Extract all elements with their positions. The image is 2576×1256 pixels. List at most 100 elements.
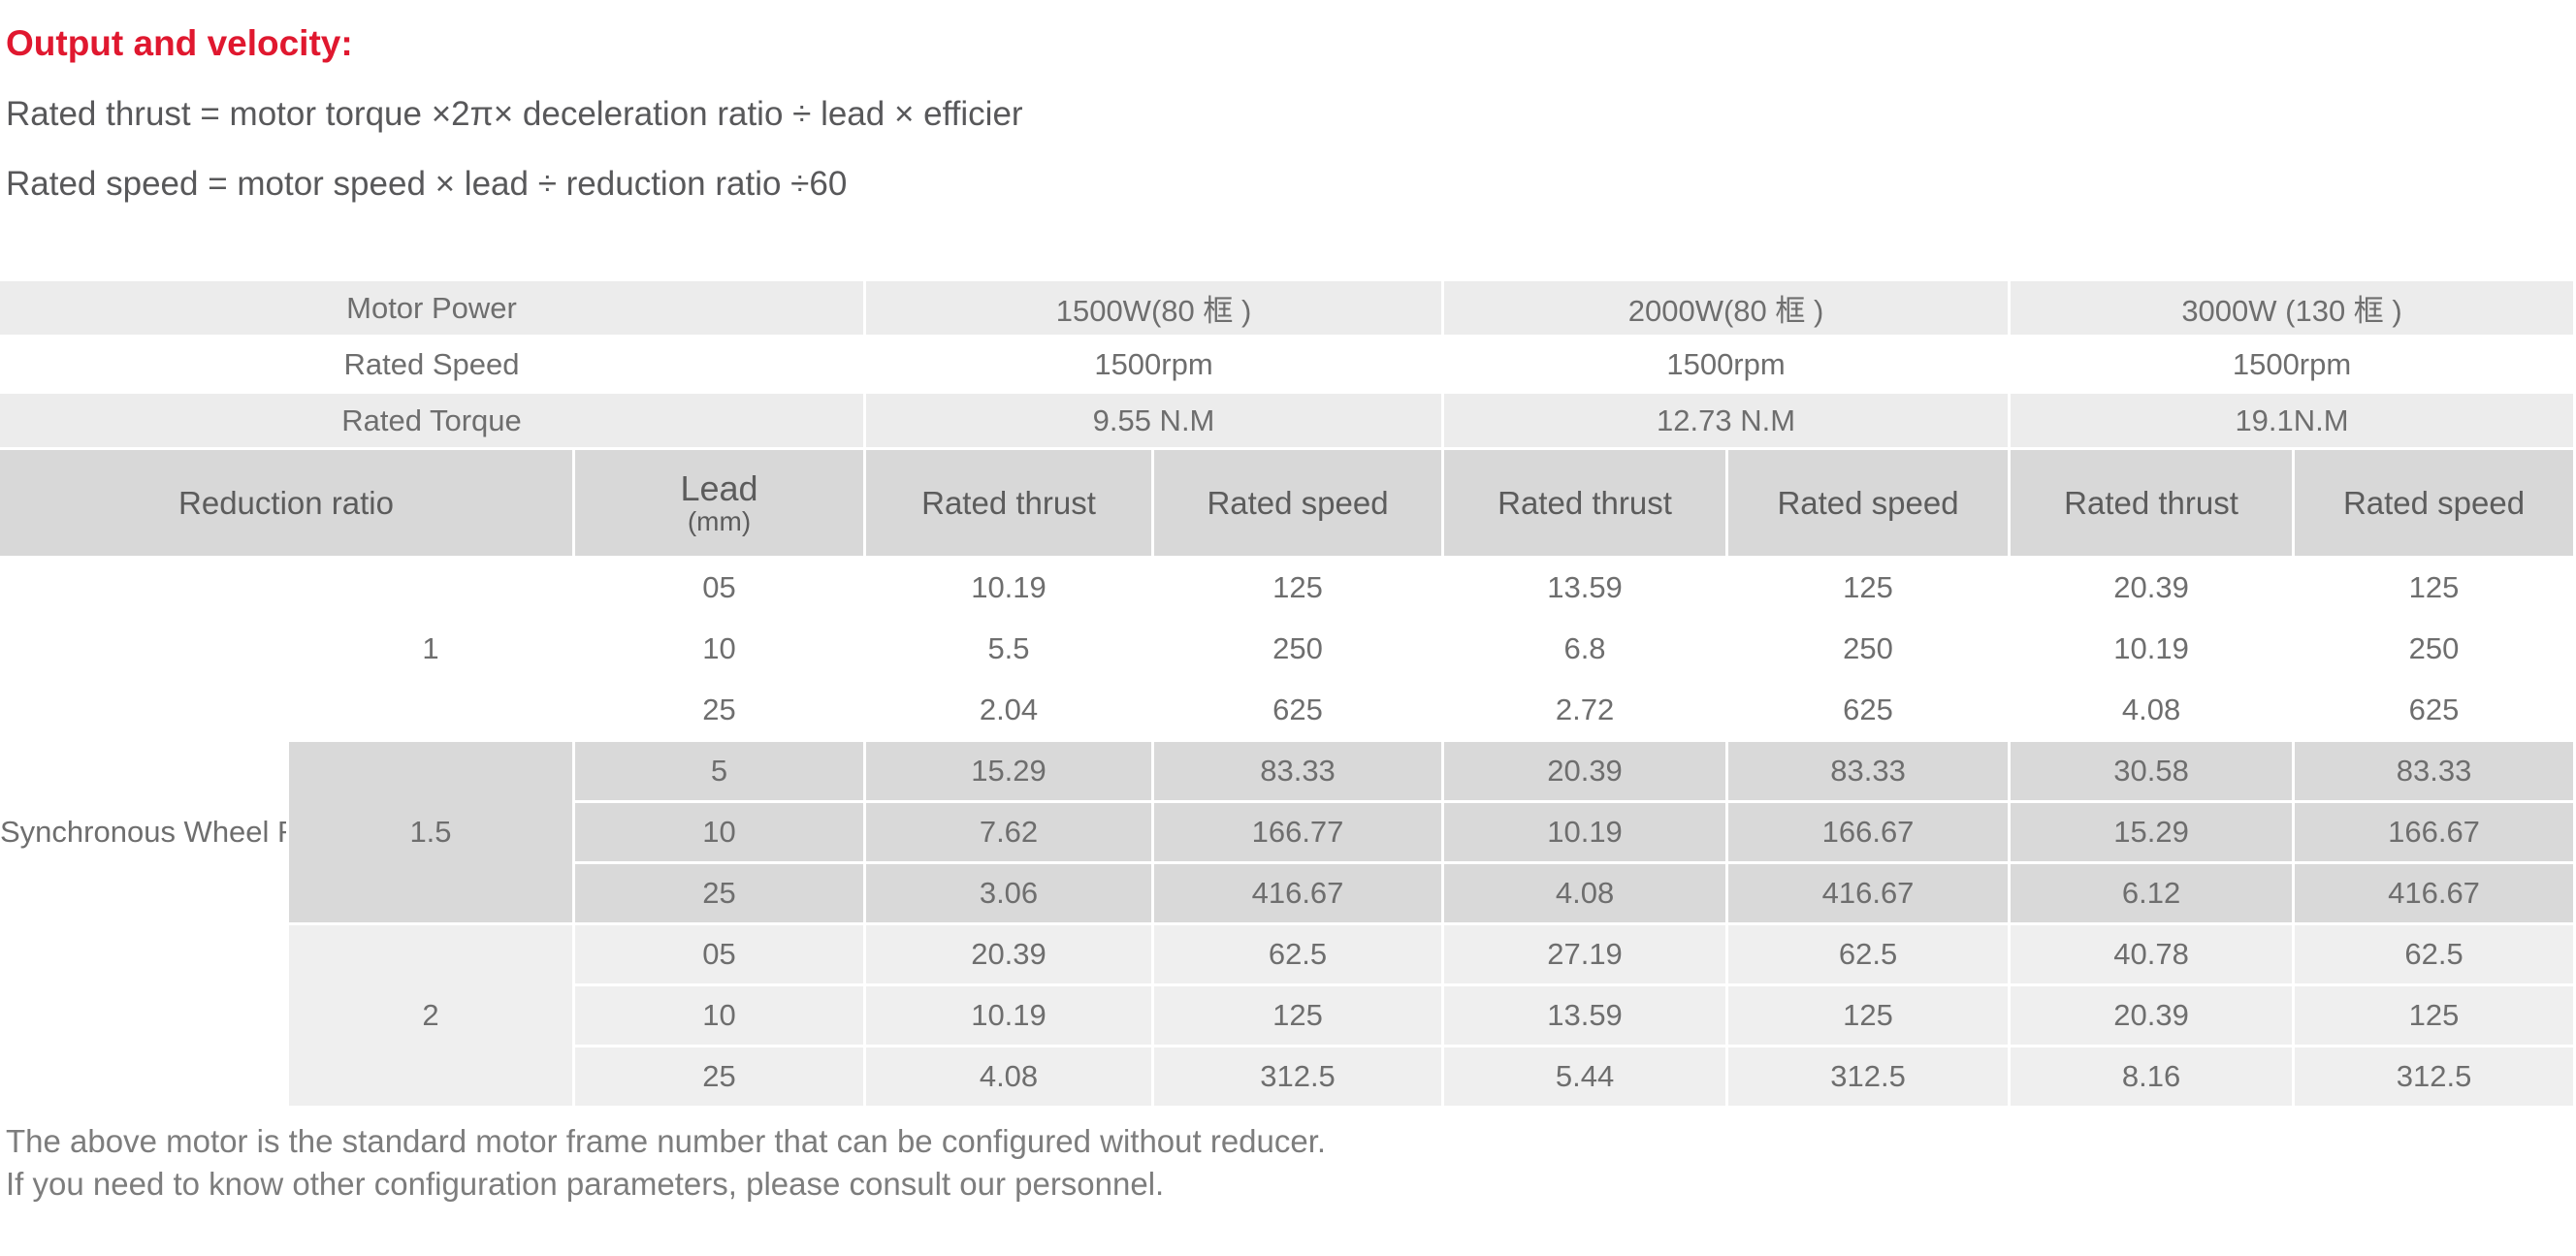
header-lead-unit: (mm): [687, 505, 752, 536]
data-cell: 6.12: [2011, 864, 2296, 925]
data-cell: 40.78: [2011, 925, 2296, 986]
spec-table: Motor Power 1500W(80 框 ) 2000W(80 框 ) 30…: [0, 281, 2576, 1109]
motor-power-label: Motor Power: [0, 281, 866, 338]
data-cell: 10.19: [1444, 803, 1729, 864]
table-row: 10 7.62 166.77 10.19 166.67 15.29 166.67: [0, 803, 2576, 864]
data-cell: 13.59: [1444, 559, 1729, 620]
data-cell: 10.19: [866, 559, 1154, 620]
header-rated-thrust-2: Rated thrust: [1444, 450, 1729, 559]
data-cell: 4.08: [866, 1047, 1154, 1109]
rated-speed-value-2: 1500rpm: [1444, 338, 2012, 394]
data-cell: 4.08: [1444, 864, 1729, 925]
data-cell: 83.33: [1728, 742, 2012, 803]
lead-cell: 10: [575, 620, 866, 681]
rated-speed-value-3: 1500rpm: [2011, 338, 2576, 394]
rated-torque-label: Rated Torque: [0, 394, 866, 450]
data-cell: 83.33: [2295, 742, 2576, 803]
lead-cell: 10: [575, 803, 866, 864]
rated-torque-value-2: 12.73 N.M: [1444, 394, 2012, 450]
rated-torque-value-3: 19.1N.M: [2011, 394, 2576, 450]
row-rated-speed: Rated Speed 1500rpm 1500rpm 1500rpm: [0, 338, 2576, 394]
table-row: Synchronous Wheel Ratio 1 05 10.19 125 1…: [0, 559, 2576, 1109]
data-cell: 2.72: [1444, 681, 1729, 742]
data-cell: 625: [1154, 681, 1445, 742]
ratio-cell: 2: [289, 925, 575, 1109]
table-row: 10 10.19 125 13.59 125 20.39 125: [0, 986, 2576, 1047]
data-cell: 416.67: [2295, 864, 2576, 925]
data-cell: 2.04: [866, 681, 1154, 742]
header-row: Reduction ratio Lead (mm) Rated thrust R…: [0, 450, 2576, 559]
lead-cell: 10: [575, 986, 866, 1047]
lead-cell: 05: [575, 559, 866, 620]
formula-rated-speed: Rated speed = motor speed × lead ÷ reduc…: [6, 165, 848, 203]
data-cell: 4.08: [2011, 681, 2296, 742]
header-rated-speed-2: Rated speed: [1728, 450, 2012, 559]
data-cell: 125: [1728, 559, 2012, 620]
data-cell: 166.67: [2295, 803, 2576, 864]
data-cell: 30.58: [2011, 742, 2296, 803]
data-cell: 13.59: [1444, 986, 1729, 1047]
data-cell: 62.5: [1154, 925, 1445, 986]
table-row: 1.5 5 15.29 83.33 20.39 83.33 30.58 83.3…: [0, 742, 2576, 925]
data-cell: 15.29: [2011, 803, 2296, 864]
data-cell: 250: [1728, 620, 2012, 681]
header-reduction-ratio: Reduction ratio: [0, 450, 575, 559]
table-row: 10 5.5 250 6.8 250 10.19 250: [0, 620, 2576, 681]
data-cell: 250: [2295, 620, 2576, 681]
ratio-cell: 1: [289, 559, 575, 742]
data-cell: 125: [2295, 986, 2576, 1047]
table-row: 25 2.04 625 2.72 625 4.08 625: [0, 681, 2576, 742]
lead-cell: 25: [575, 681, 866, 742]
data-cell: 416.67: [1728, 864, 2012, 925]
data-cell: 125: [2295, 559, 2576, 620]
ratio-cell: 1.5: [289, 742, 575, 925]
row-motor-power: Motor Power 1500W(80 框 ) 2000W(80 框 ) 30…: [0, 281, 2576, 338]
data-cell: 312.5: [1728, 1047, 2012, 1109]
footer-notes: The above motor is the standard motor fr…: [6, 1120, 2576, 1205]
header-lead: Lead (mm): [575, 450, 866, 559]
row-rated-torque: Rated Torque 9.55 N.M 12.73 N.M 19.1N.M: [0, 394, 2576, 450]
data-cell: 15.29: [866, 742, 1154, 803]
table-row: 25 3.06 416.67 4.08 416.67 6.12 416.67: [0, 864, 2576, 925]
data-cell: 125: [1154, 559, 1445, 620]
table-row: 25 4.08 312.5 5.44 312.5 8.16 312.5: [0, 1047, 2576, 1109]
motor-power-value-3: 3000W (130 框 ): [2011, 281, 2576, 338]
data-cell: 312.5: [2295, 1047, 2576, 1109]
lead-cell: 5: [575, 742, 866, 803]
header-rated-thrust-3: Rated thrust: [2011, 450, 2296, 559]
table-row: 2 05 20.39 62.5 27.19 62.5 40.78 62.5: [0, 925, 2576, 1109]
header-lead-label: Lead: [680, 467, 758, 508]
formula-rated-thrust: Rated thrust = motor torque ×2π× deceler…: [6, 95, 1023, 133]
data-cell: 20.39: [1444, 742, 1729, 803]
data-cell: 6.8: [1444, 620, 1729, 681]
data-cell: 62.5: [1728, 925, 2012, 986]
lead-cell: 25: [575, 864, 866, 925]
data-cell: 166.67: [1728, 803, 2012, 864]
motor-power-value-2: 2000W(80 框 ): [1444, 281, 2012, 338]
data-cell: 416.67: [1154, 864, 1445, 925]
rated-speed-label: Rated Speed: [0, 338, 866, 394]
footer-note-2: If you need to know other configuration …: [6, 1165, 1165, 1202]
data-cell: 10.19: [866, 986, 1154, 1047]
data-cell: 312.5: [1154, 1047, 1445, 1109]
lead-cell: 25: [575, 1047, 866, 1109]
lead-cell: 05: [575, 925, 866, 986]
data-cell: 8.16: [2011, 1047, 2296, 1109]
row-group-label: Synchronous Wheel Ratio: [0, 559, 289, 1109]
header-rated-thrust-1: Rated thrust: [866, 450, 1154, 559]
data-cell: 5.44: [1444, 1047, 1729, 1109]
section-title: Output and velocity:: [6, 23, 353, 63]
data-cell: 125: [1728, 986, 2012, 1047]
data-cell: 7.62: [866, 803, 1154, 864]
data-cell: 27.19: [1444, 925, 1729, 986]
rated-speed-value-1: 1500rpm: [866, 338, 1445, 394]
data-cell: 20.39: [866, 925, 1154, 986]
header-rated-speed-1: Rated speed: [1154, 450, 1445, 559]
data-cell: 166.77: [1154, 803, 1445, 864]
data-cell: 625: [2295, 681, 2576, 742]
data-cell: 20.39: [2011, 986, 2296, 1047]
data-cell: 625: [1728, 681, 2012, 742]
footer-note-1: The above motor is the standard motor fr…: [6, 1123, 1327, 1159]
data-cell: 62.5: [2295, 925, 2576, 986]
